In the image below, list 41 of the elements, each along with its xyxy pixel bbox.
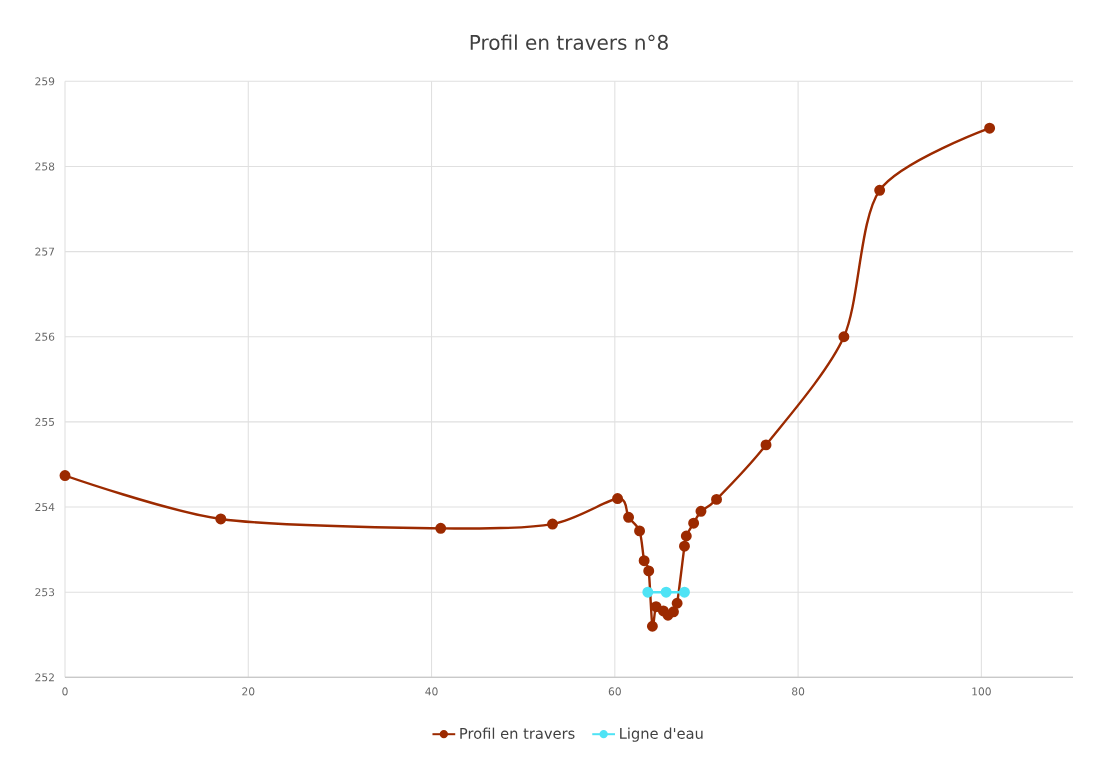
point [215,513,227,525]
point [612,492,624,504]
x-tick-label: 100 [972,687,991,696]
x-tick-label: 20 [242,687,255,696]
point [660,586,672,598]
y-tick-label: 254 [35,502,55,511]
y-tick-label: 259 [35,77,55,86]
point [642,586,654,598]
point [646,620,658,632]
point [711,493,723,505]
x-tick-label: 0 [62,687,68,696]
y-tick-label: 253 [35,587,55,597]
y-tick-label: 256 [35,332,55,341]
point [547,518,558,530]
y-tick-label: 252 [35,673,54,682]
point [435,522,447,534]
point [680,530,692,542]
x-tick-label: 80 [792,687,805,696]
point [695,505,707,517]
point [984,122,996,134]
point [643,565,655,577]
x-tick-label: 40 [425,687,438,696]
y-tick-label: 257 [35,247,55,256]
point [688,517,700,529]
legend-label: Ligne d'eau [620,727,703,742]
legend-label: Profil en travers [460,727,575,739]
point [671,597,683,609]
point [760,439,772,451]
point [638,555,650,566]
point [679,540,690,552]
point [874,184,886,196]
point [634,525,646,537]
point [668,606,679,618]
point [679,586,690,598]
x-tick-label: 60 [608,687,621,696]
chart-title: Profil en travers n°8 [470,34,668,50]
point [623,511,635,523]
y-tick-label: 255 [35,417,55,426]
point [838,331,850,343]
point [59,469,71,481]
y-tick-label: 258 [35,162,55,171]
